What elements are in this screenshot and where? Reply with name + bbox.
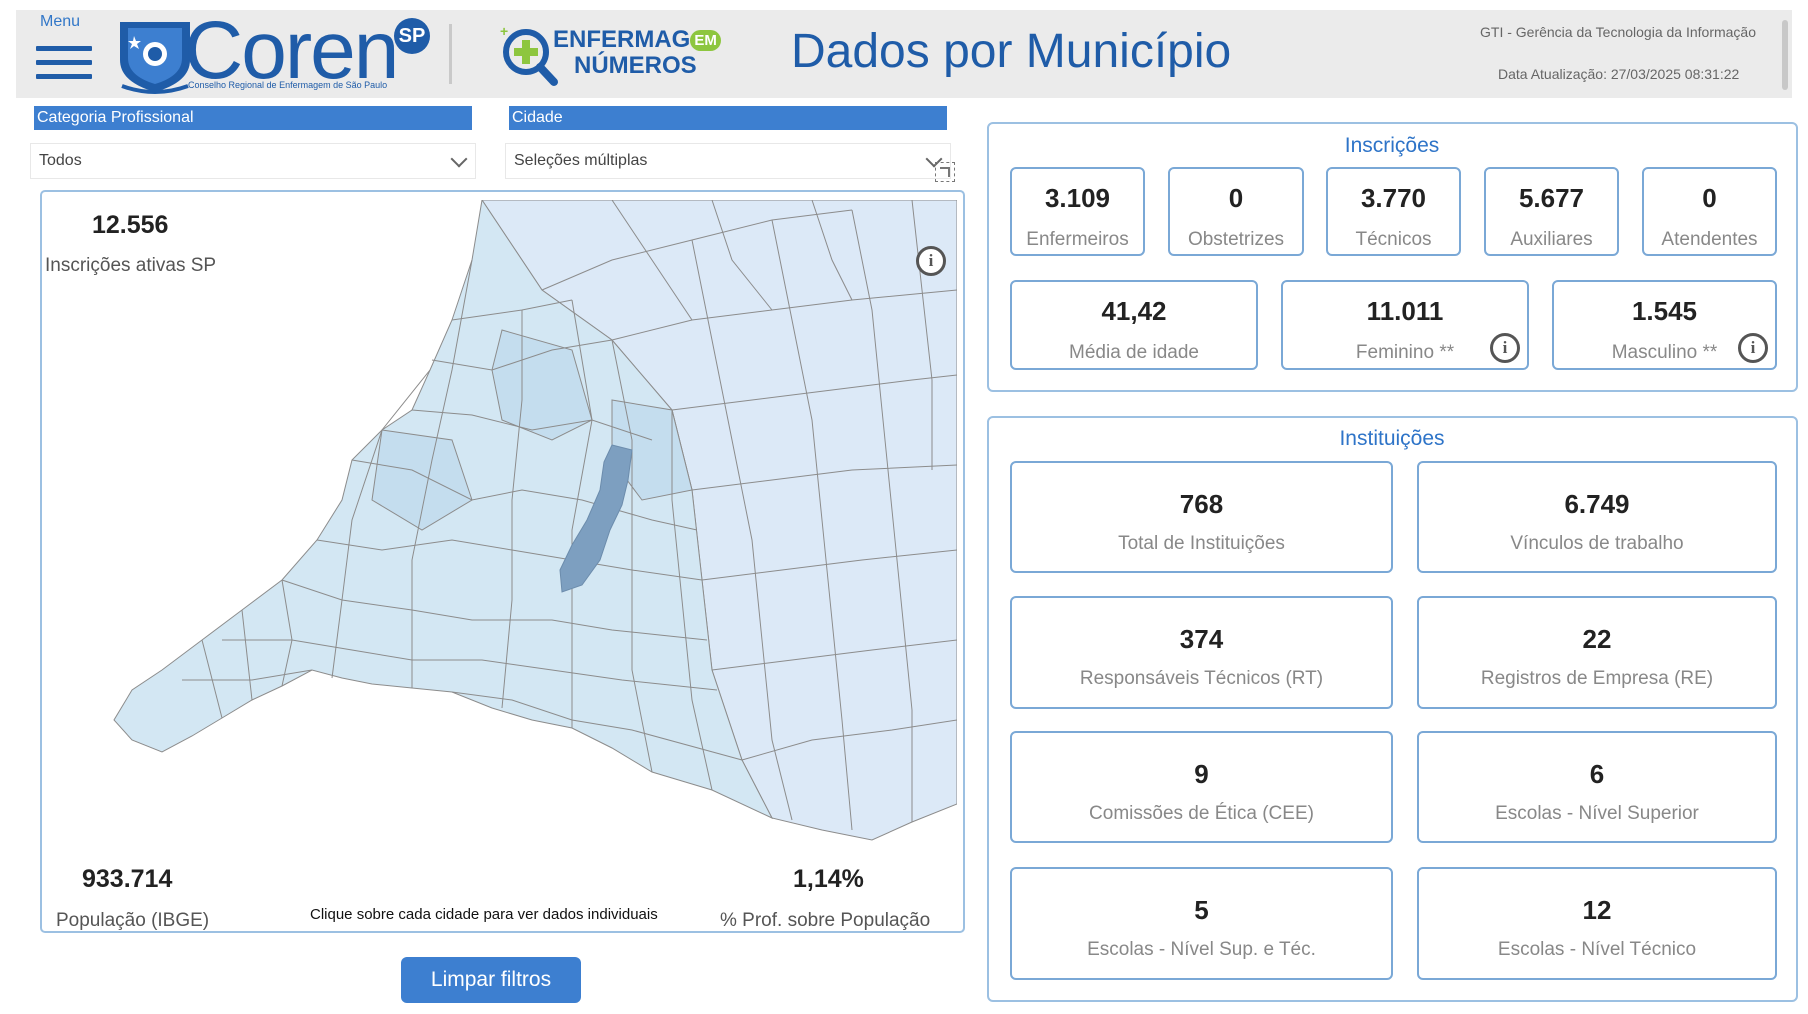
expand-icon[interactable] bbox=[935, 162, 955, 182]
magnifier-plus-icon: + bbox=[500, 23, 558, 86]
info-icon[interactable]: i bbox=[1490, 333, 1520, 363]
municipality-map[interactable] bbox=[52, 200, 957, 926]
card-feminino[interactable]: 11.011 Feminino ** bbox=[1281, 280, 1529, 370]
gti-label: GTI - Gerência da Tecnologia da Informaç… bbox=[1480, 24, 1757, 40]
populacao-label: População (IBGE) bbox=[56, 910, 210, 931]
map-hint-text: Clique sobre cada cidade para ver dados … bbox=[310, 906, 658, 923]
cidade-slicer-header: Cidade bbox=[509, 106, 947, 130]
card-atendentes[interactable]: 0 Atendentes bbox=[1642, 167, 1777, 256]
inscricoes-title: Inscrições bbox=[1344, 134, 1440, 157]
header-scrollbar[interactable] bbox=[1782, 20, 1788, 90]
sp-badge: SP bbox=[394, 18, 430, 54]
enfermagem-logo-line1: ENFERMAG EM bbox=[553, 26, 721, 54]
card-responsaveis-tecnicos[interactable]: 374 Responsáveis Técnicos (RT) bbox=[1010, 596, 1393, 709]
hamburger-icon[interactable] bbox=[36, 46, 92, 88]
update-timestamp: Data Atualização: 27/03/2025 08:31:22 bbox=[1498, 66, 1740, 82]
map-region-mid-2[interactable] bbox=[371, 429, 473, 531]
header-divider bbox=[449, 24, 452, 84]
card-escolas-tecnico[interactable]: 12 Escolas - Nível Técnico bbox=[1417, 867, 1777, 980]
card-obstetrizes[interactable]: 0 Obstetrizes bbox=[1168, 167, 1304, 256]
card-escolas-superior[interactable]: 6 Escolas - Nível Superior bbox=[1417, 731, 1777, 843]
inscricoes-ativas-label: Inscrições ativas SP bbox=[45, 255, 217, 276]
card-auxiliares[interactable]: 5.677 Auxiliares bbox=[1484, 167, 1619, 256]
info-icon[interactable]: i bbox=[916, 246, 946, 276]
categoria-slicer-header: Categoria Profissional bbox=[34, 106, 472, 130]
categoria-dropdown[interactable]: Todos bbox=[30, 143, 476, 179]
inscricoes-ativas-value: 12.556 bbox=[92, 211, 169, 239]
menu-label[interactable]: Menu bbox=[40, 13, 81, 30]
clear-filters-button[interactable]: Limpar filtros bbox=[401, 957, 581, 1003]
cidade-selected-value: Seleções múltiplas bbox=[514, 152, 648, 169]
coren-subtitle: Conselho Regional de Enfermagem de São P… bbox=[188, 80, 388, 90]
card-total-instituicoes[interactable]: 768 Total de Instituições bbox=[1010, 461, 1393, 573]
svg-text:+: + bbox=[500, 23, 508, 39]
card-escolas-sup-tec[interactable]: 5 Escolas - Nível Sup. e Téc. bbox=[1010, 867, 1393, 980]
card-registros-empresa[interactable]: 22 Registros de Empresa (RE) bbox=[1417, 596, 1777, 709]
municipality-borders bbox=[182, 200, 957, 831]
card-comissoes-etica[interactable]: 9 Comissões de Ética (CEE) bbox=[1010, 731, 1393, 843]
coren-shield-logo bbox=[120, 22, 190, 94]
chevron-down-icon[interactable] bbox=[450, 150, 468, 168]
percent-label: % Prof. sobre População bbox=[720, 910, 931, 931]
header-bar: Menu Coren SP Conselho Regional de Enfer… bbox=[16, 5, 1792, 98]
map-selected-municipality[interactable] bbox=[559, 444, 633, 593]
card-media-idade[interactable]: 41,42 Média de idade bbox=[1010, 280, 1258, 370]
card-enfermeiros[interactable]: 3.109 Enfermeiros bbox=[1010, 167, 1145, 256]
info-icon[interactable]: i bbox=[1738, 333, 1768, 363]
numeros-logo-line2: NÚMEROS bbox=[574, 52, 697, 79]
coren-logo-text: Coren bbox=[184, 5, 399, 96]
categoria-selected-value: Todos bbox=[39, 152, 82, 169]
instituicoes-title: Instituições bbox=[1339, 427, 1445, 450]
percent-value: 1,14% bbox=[793, 865, 864, 893]
card-vinculos-trabalho[interactable]: 6.749 Vínculos de trabalho bbox=[1417, 461, 1777, 573]
card-tecnicos[interactable]: 3.770 Técnicos bbox=[1326, 167, 1461, 256]
cidade-dropdown[interactable]: Seleções múltiplas bbox=[505, 143, 951, 179]
populacao-value: 933.714 bbox=[82, 865, 173, 893]
page-title: Dados por Município bbox=[791, 25, 1232, 78]
